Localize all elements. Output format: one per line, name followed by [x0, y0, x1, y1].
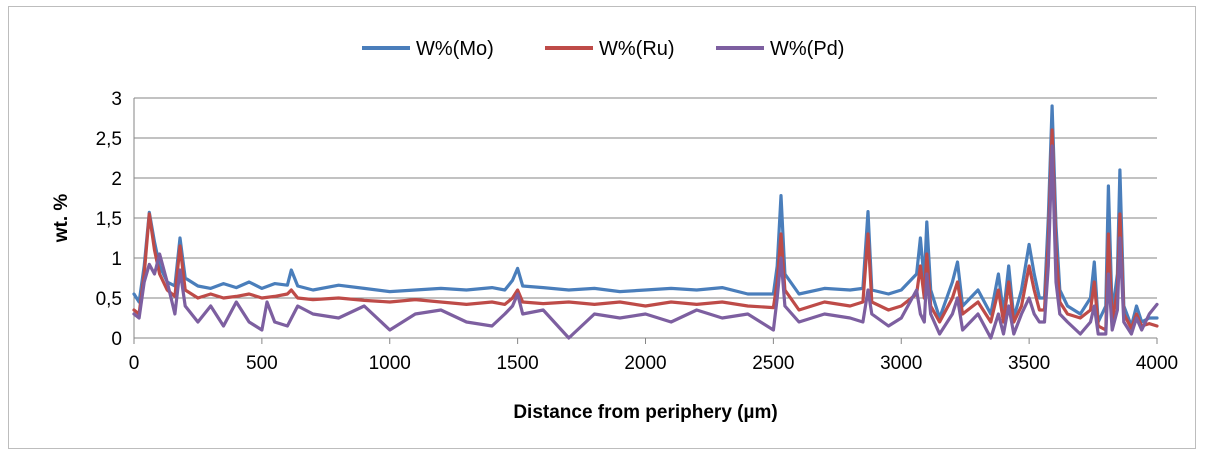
- series-line-wmo: [132, 104, 1159, 328]
- legend-label: W%(Mo): [416, 38, 494, 60]
- y-tick-label: 3: [111, 89, 122, 110]
- y-tick-label: 0,5: [96, 289, 122, 310]
- legend-label: W%(Ru): [599, 38, 675, 60]
- series-line-wpd: [132, 144, 1159, 340]
- y-tick-label: 1,5: [96, 209, 122, 230]
- x-tick-label: 3500: [1008, 353, 1050, 374]
- legend-label: W%(Pd): [770, 38, 844, 60]
- x-tick-label: 0: [129, 353, 140, 374]
- x-tick-label: 500: [246, 353, 278, 374]
- series-line-wru: [132, 128, 1159, 332]
- x-tick-label: 2000: [624, 353, 666, 374]
- x-tick-label: 1500: [496, 353, 538, 374]
- chart-frame: [8, 6, 1196, 449]
- x-tick-label: 1000: [369, 353, 411, 374]
- y-tick-label: 2: [111, 169, 122, 190]
- y-tick-label: 2,5: [96, 129, 122, 150]
- x-axis-title: Distance from periphery (µm): [513, 402, 777, 423]
- y-tick-label: 1: [111, 249, 122, 270]
- x-tick-label: 4000: [1136, 353, 1178, 374]
- x-tick-label: 2500: [752, 353, 794, 374]
- x-tick-label: 3000: [880, 353, 922, 374]
- y-axis-title: wt. %: [51, 194, 72, 244]
- y-tick-label: 0: [111, 329, 122, 350]
